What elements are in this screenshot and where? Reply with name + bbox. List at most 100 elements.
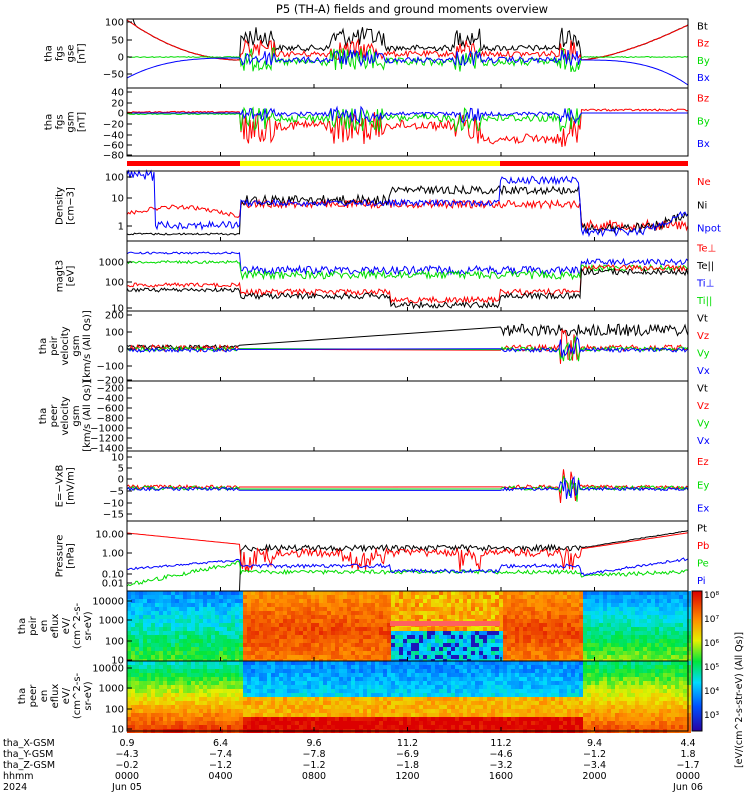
y-label-line: sr-eV) bbox=[83, 681, 94, 710]
y-label-line: peir bbox=[49, 335, 60, 355]
legend-By: By bbox=[697, 56, 710, 67]
y-label-line: sr-eV) bbox=[83, 611, 94, 640]
time-value: 2000 bbox=[582, 771, 606, 782]
y-label-line: [km/s (All Qs)] bbox=[82, 310, 93, 382]
trace-npot bbox=[126, 169, 689, 238]
legend-Vy: Vy bbox=[697, 349, 710, 360]
legend-Ez: Ez bbox=[697, 457, 709, 468]
time-value: 0000 bbox=[676, 771, 700, 782]
time-value: −4.6 bbox=[489, 749, 512, 760]
legend-Npot: Npot bbox=[697, 224, 721, 235]
time-value: 11.2 bbox=[397, 738, 418, 749]
time-value: 1.8 bbox=[680, 749, 695, 760]
y-label-line: gsm bbox=[71, 405, 82, 426]
time-row-label: tha_X-GSM bbox=[3, 738, 55, 749]
y-label-line: Pressure bbox=[55, 535, 66, 578]
y-label-line: gse bbox=[66, 45, 77, 63]
y-tick-label: 0.01 bbox=[102, 579, 124, 590]
trace-bz-gsm bbox=[126, 108, 689, 147]
legend-Vz: Vz bbox=[697, 331, 709, 342]
time-value: −1.8 bbox=[396, 760, 419, 771]
legend-Ti⊥: Ti⊥ bbox=[696, 279, 714, 290]
y-tick-label: −10 bbox=[103, 499, 124, 510]
y-label-line: velocity bbox=[60, 396, 71, 435]
time-value: −7.8 bbox=[302, 749, 325, 760]
y-tick-label: 10 bbox=[111, 725, 124, 736]
axes bbox=[126, 18, 689, 732]
time-value: −3.2 bbox=[489, 760, 512, 771]
time-value: 0800 bbox=[302, 771, 326, 782]
y-tick-label: −1400 bbox=[90, 444, 124, 455]
y-tick-label: −1200 bbox=[90, 434, 124, 445]
legend-Bz: Bz bbox=[697, 39, 709, 50]
y-tick-label: −50 bbox=[103, 70, 124, 81]
time-row-label: tha_Y-GSM bbox=[3, 749, 53, 760]
y-tick-label: 100 bbox=[105, 328, 124, 339]
y-tick-label: 0 bbox=[118, 53, 124, 64]
y-tick-label: 10000 bbox=[92, 664, 124, 675]
legend-Vt: Vt bbox=[697, 314, 708, 325]
y-tick-label: −5 bbox=[109, 487, 124, 498]
panel-fgs-gse bbox=[126, 18, 689, 89]
y-label-line: fgs bbox=[55, 46, 66, 61]
y-label-line: tha bbox=[44, 114, 55, 130]
y-tick-label: 1000 bbox=[99, 616, 124, 627]
time-value: 1200 bbox=[395, 771, 419, 782]
y-tick-label: 1000 bbox=[99, 684, 124, 695]
legend-Ne: Ne bbox=[697, 177, 711, 188]
y-tick-label: 10 bbox=[111, 304, 124, 315]
mode-bar-red-1 bbox=[127, 161, 240, 166]
trace-bx-gsm bbox=[127, 105, 688, 125]
time-value: 0.9 bbox=[119, 738, 134, 749]
y-tick-label: −15 bbox=[103, 510, 124, 521]
y-label-line: tha bbox=[17, 618, 28, 634]
y-label-line: [nPa] bbox=[66, 543, 77, 569]
y-tick-label: −200 bbox=[97, 384, 124, 395]
time-value: 4.4 bbox=[680, 738, 695, 749]
y-label-line: [nT] bbox=[77, 112, 88, 132]
trace-pb bbox=[126, 532, 689, 572]
labels: 10⁸ 10⁷ 10⁶ 10⁵ 10⁴ 10³ [eV/(cm^2-s-str-eV) (A… bbox=[3, 18, 745, 794]
y-tick-label: 100 bbox=[105, 637, 124, 648]
legend-Vt: Vt bbox=[697, 384, 708, 395]
trace-tiperp bbox=[126, 251, 689, 276]
trace-bz bbox=[126, 19, 689, 61]
y-label-line: magt3 bbox=[55, 260, 66, 293]
time-value: −3.4 bbox=[583, 760, 606, 771]
legend-Vx: Vx bbox=[697, 366, 710, 377]
panel-fgs-gsm bbox=[126, 87, 689, 157]
trace-by bbox=[126, 47, 689, 73]
panel-frame bbox=[126, 87, 689, 157]
y-label-line: gsm bbox=[66, 111, 77, 132]
time-value: 6.4 bbox=[213, 738, 228, 749]
time-value: 9.4 bbox=[587, 738, 602, 749]
panel-frame bbox=[126, 240, 689, 312]
y-tick-label: 10 bbox=[111, 453, 124, 464]
spectrogram-peir bbox=[127, 591, 691, 663]
y-tick-label: 20 bbox=[111, 99, 124, 110]
legend-Vz: Vz bbox=[697, 401, 709, 412]
mode-bar-red-2 bbox=[500, 161, 688, 166]
y-tick-label: 200 bbox=[105, 311, 124, 322]
time-row-label: tha_Z-GSM bbox=[3, 760, 55, 771]
y-label-line: tha bbox=[38, 338, 49, 354]
panel-frame bbox=[126, 520, 689, 592]
y-tick-label: 0 bbox=[118, 109, 124, 120]
time-value: −1.7 bbox=[676, 760, 699, 771]
legend-Pb: Pb bbox=[697, 541, 709, 552]
legend-Pe: Pe bbox=[697, 559, 709, 570]
trace-pe bbox=[126, 560, 689, 587]
legend-Ti||: Ti|| bbox=[696, 296, 712, 307]
y-tick-label: −200 bbox=[97, 376, 124, 387]
legend-Bx: Bx bbox=[697, 73, 710, 84]
legend-Bt: Bt bbox=[697, 21, 708, 32]
y-label-line: eV/ bbox=[61, 687, 72, 704]
time-value: 1600 bbox=[489, 771, 513, 782]
trace-ez bbox=[126, 469, 689, 504]
y-tick-label: 10 bbox=[111, 656, 124, 667]
y-label-line: [mV/m] bbox=[66, 467, 77, 505]
y-label-line: en bbox=[39, 690, 50, 703]
trace-ne bbox=[126, 198, 689, 232]
legend-Bz: Bz bbox=[697, 94, 709, 105]
